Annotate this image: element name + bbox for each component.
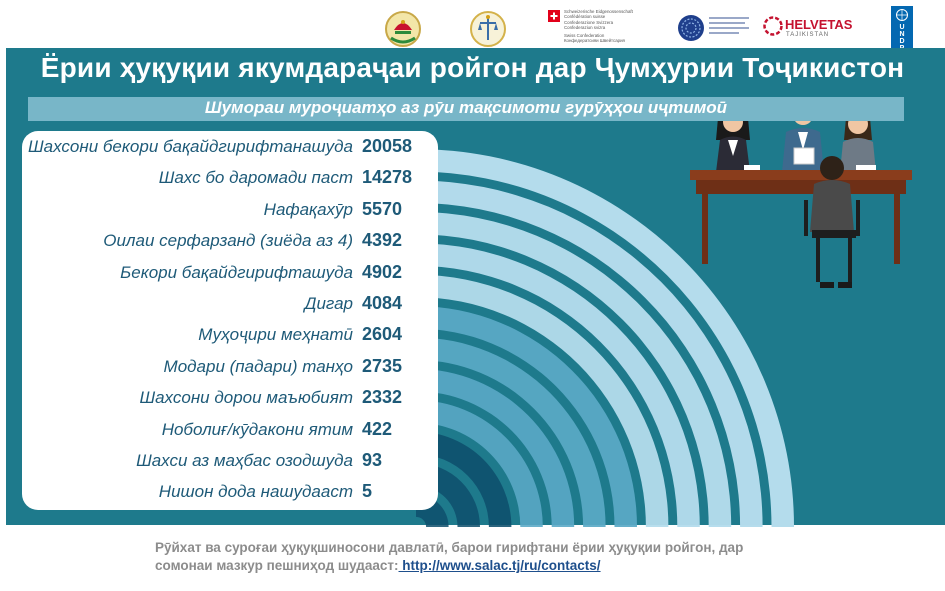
- category-label: Шахс бо даромади паст: [158, 168, 353, 188]
- arc-band: [416, 337, 606, 527]
- swiss-confederation-text: Schweizerische Eidgenossenschaft Confédé…: [564, 9, 633, 44]
- category-label: Нафақахӯр: [263, 199, 353, 219]
- people-at-desk-illustration: [690, 102, 912, 288]
- category-value: 2735: [362, 355, 403, 376]
- category-label: Шахсони дорои маъюбият: [139, 388, 353, 408]
- arc-band: [416, 431, 512, 527]
- arc-band: [416, 149, 794, 527]
- swiss-flag-icon: [548, 10, 560, 22]
- category-value: 422: [362, 418, 393, 439]
- page-subtitle: Шумораи муроҷиатҳо аз рӯи тақсимоти гурӯ…: [204, 98, 728, 117]
- category-value: 2604: [362, 324, 403, 345]
- arc-band: [416, 306, 637, 527]
- arc-band: [416, 211, 732, 528]
- globe-logo-text: [709, 17, 753, 37]
- category-value: 4902: [362, 261, 403, 282]
- category-label: Шахсони бекори бақайдгирифтанашуда: [27, 137, 353, 156]
- ministry-justice-logo: [470, 11, 506, 47]
- tajikistan-emblem-logo: [385, 11, 421, 47]
- desk-leg-right: [894, 194, 900, 264]
- category-label: Модари (падари) танҳо: [163, 356, 353, 376]
- arc-band: [416, 274, 669, 527]
- helvetas-icon: [763, 16, 783, 36]
- category-label: Ноболиғ/кӯдакони ятим: [161, 419, 353, 439]
- arc-bands: [416, 149, 794, 528]
- subtitle-bar: [28, 97, 904, 121]
- arc-band: [416, 243, 700, 527]
- logo-strip: Schweizerische Eidgenossenschaft Confédé…: [0, 0, 945, 55]
- category-label: Дигар: [304, 294, 353, 313]
- category-value: 4084: [362, 293, 403, 313]
- footer-note: Рӯйхат ва суроғаи ҳуқуқшиносони давлатӣ,…: [155, 539, 795, 575]
- category-value: 20058: [362, 136, 413, 156]
- helvetas-sub: TAJIKISTAN: [786, 32, 830, 38]
- category-value: 14278: [362, 167, 413, 188]
- category-label: Шахси аз маҳбас озодшуда: [136, 451, 353, 470]
- category-value: 2332: [362, 387, 403, 408]
- category-value: 5: [362, 481, 373, 502]
- category-list-box: [22, 131, 438, 510]
- desk-top: [690, 170, 912, 180]
- category-label: Муҳоҷири меҳнатӣ: [198, 325, 353, 345]
- category-value: 4392: [362, 230, 403, 251]
- contacts-link[interactable]: http://www.salac.tj/ru/contacts/: [398, 558, 601, 573]
- arc-band: [416, 180, 763, 527]
- person-seated-front: [804, 156, 860, 288]
- category-value: 93: [362, 450, 383, 470]
- globe-logo: [678, 15, 704, 41]
- category-label: Нишон дода нашудааст: [158, 482, 353, 502]
- page-title: Ёрии ҳуқуқии якумдараҷаи ройгон дар Ҷумҳ…: [40, 52, 905, 83]
- desk-front: [696, 180, 906, 194]
- desk-leg-left: [702, 194, 708, 264]
- category-value: 5570: [362, 198, 403, 219]
- category-label: Оилаи серфарзанд (зиёда аз 4): [103, 231, 353, 251]
- category-label: Бекори бақайдгирифташуда: [120, 262, 353, 282]
- chair-seat: [812, 230, 856, 238]
- footer-text: Рӯйхат ва суроғаи ҳуқуқшиносони давлатӣ,…: [155, 540, 744, 573]
- un-emblem-icon: [896, 9, 908, 21]
- helvetas-logo: HELVETAS: [785, 17, 853, 32]
